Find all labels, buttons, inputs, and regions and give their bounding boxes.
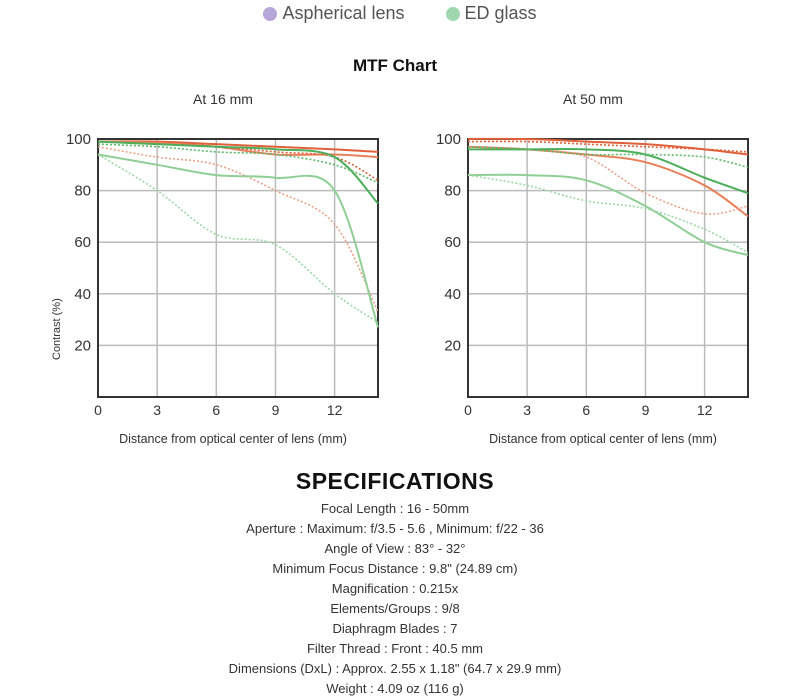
- chart-subtitle: At 50 mm: [563, 91, 623, 107]
- y-tick-label: 100: [66, 131, 91, 148]
- series-line-red-dotted-2: [467, 145, 749, 215]
- x-tick-label: 3: [153, 402, 161, 418]
- x-tick-label: 9: [272, 402, 280, 418]
- spec-line: Elements/Groups : 9/8: [330, 601, 460, 616]
- spec-line: Diaphragm Blades : 7: [332, 621, 458, 636]
- spec-line: Filter Thread : Front : 40.5 mm: [306, 641, 484, 656]
- y-tick-label: 60: [444, 234, 461, 251]
- series-line-red-solid-2: [467, 145, 749, 218]
- series-line-red-solid-2: [97, 140, 379, 159]
- chart-panel: At 16 mm 0 3 6 9 12 20 40 60 80 100 Distance from o…: [51, 91, 379, 446]
- spec-line: Angle of View : 83° - 32°: [324, 541, 466, 556]
- chart-title: MTF Chart: [352, 56, 438, 75]
- spec-line: Aperture : Maximum: f/3.5 - 5.6 , Minimu…: [246, 521, 544, 536]
- x-tick-label: 6: [212, 402, 220, 418]
- y-tick-label: 100: [436, 131, 461, 148]
- series-line-red-solid-1: [467, 137, 749, 156]
- series-line-green-solid-2: [97, 153, 379, 328]
- spec-line: Weight : 4.09 oz (116 g): [326, 681, 464, 696]
- series-line-green-dotted-2: [97, 153, 379, 323]
- x-tick-label: 0: [94, 402, 102, 418]
- series-line-green-dotted-2: [467, 174, 749, 254]
- x-axis-label: Distance from optical center of lens (mm…: [489, 432, 717, 446]
- series-line-green-solid-2: [467, 173, 749, 257]
- chart-subtitle: At 16 mm: [193, 91, 253, 107]
- legend-label: Aspherical lens: [282, 3, 405, 23]
- y-tick-label: 20: [74, 337, 91, 354]
- legend-label: ED glass: [464, 3, 537, 23]
- x-tick-label: 3: [523, 402, 531, 418]
- series-line-green-dotted-1: [97, 143, 379, 184]
- chart-panel: At 50 mm 0 3 6 9 12 20 40 60 80 100 Distance from o…: [436, 91, 749, 446]
- series-line-green-solid-1: [97, 140, 379, 205]
- x-tick-label: 12: [697, 402, 713, 418]
- specs-title: SPECIFICATIONS: [295, 468, 495, 494]
- x-tick-label: 0: [464, 402, 472, 418]
- y-tick-label: 80: [444, 183, 461, 200]
- x-tick-label: 12: [327, 402, 343, 418]
- plot-frame: [467, 138, 749, 398]
- spec-line: Minimum Focus Distance : 9.8" (24.89 cm): [272, 561, 518, 576]
- series-line-red-solid-1: [97, 140, 379, 153]
- legend-item-aspherical: Aspherical lens: [263, 3, 405, 24]
- series-line-red-dotted-2: [97, 145, 379, 313]
- y-tick-label: 60: [74, 234, 91, 251]
- x-axis-label: Distance from optical center of lens (mm…: [119, 432, 347, 446]
- series-line-red-dotted-1: [467, 140, 749, 153]
- spec-line: Magnification : 0.215x: [331, 581, 459, 596]
- spec-line: Dimensions (DxL) : Approx. 2.55 x 1.18" …: [228, 661, 562, 676]
- spec-line: Focal Length : 16 - 50mm: [320, 501, 470, 516]
- y-tick-label: 40: [74, 286, 91, 303]
- series-line-green-dotted-1: [467, 145, 749, 169]
- specifications: SPECIFICATIONS Focal Length : 16 - 50mm A…: [0, 468, 790, 699]
- y-tick-label: 20: [444, 337, 461, 354]
- plot-frame: [97, 138, 379, 398]
- legend: Aspherical lens ED glass: [0, 3, 800, 26]
- x-tick-label: 6: [582, 402, 590, 418]
- y-tick-label: 80: [74, 183, 91, 200]
- x-tick-label: 9: [642, 402, 650, 418]
- y-axis-label: Contrast (%): [51, 298, 63, 360]
- legend-item-ed-glass: ED glass: [445, 3, 537, 24]
- aspherical-dot-icon: [263, 6, 278, 21]
- ed-glass-dot-icon: [445, 6, 460, 21]
- y-tick-label: 40: [444, 286, 461, 303]
